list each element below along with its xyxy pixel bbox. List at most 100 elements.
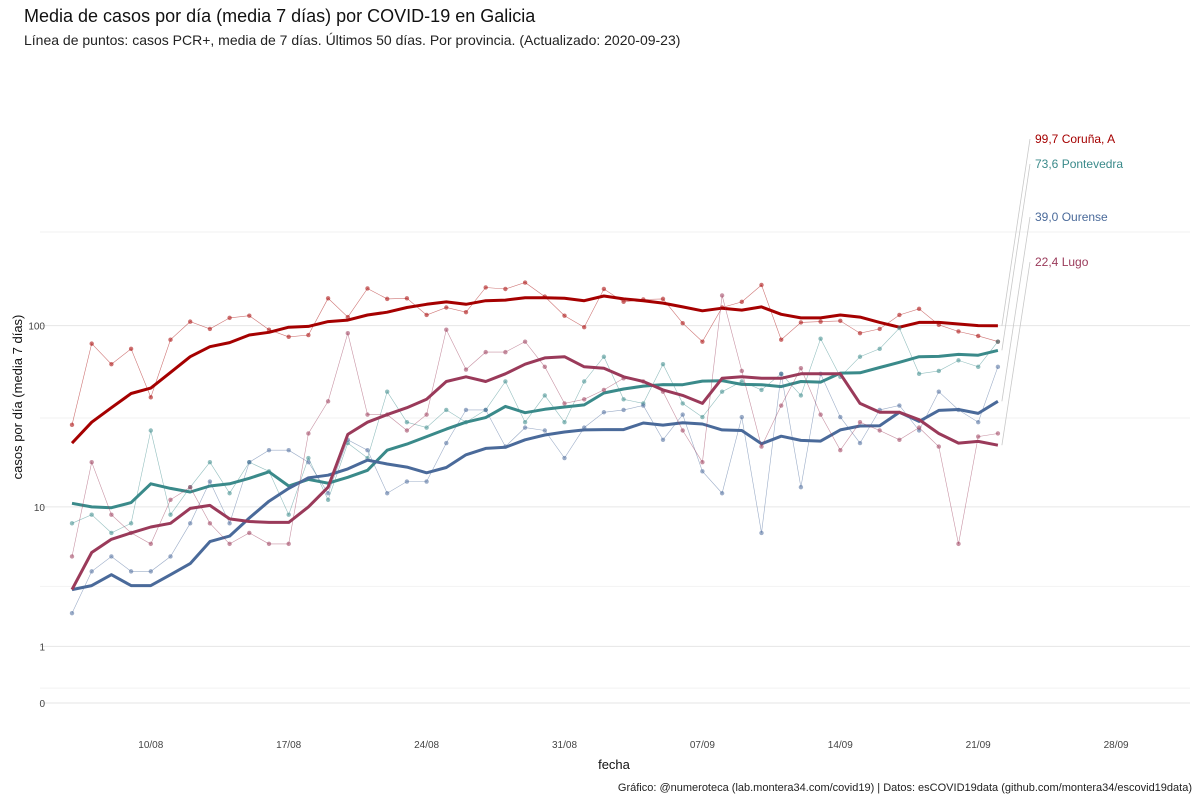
data-point: [424, 412, 429, 417]
data-point: [503, 349, 508, 355]
y-axis-title: casos por día (media 7 días): [10, 315, 25, 480]
data-point: [404, 479, 410, 484]
data-point: [109, 530, 114, 536]
label-connector: [1001, 261, 1031, 446]
data-point: [385, 491, 390, 496]
x-axis-ticks: 10/08 17/08 24/08 31/08 07/09 14/09 21/09 28/09: [138, 740, 1129, 751]
data-point: [897, 325, 902, 331]
data-point: [562, 419, 567, 425]
data-point: [365, 286, 370, 291]
data-point: [109, 512, 114, 517]
chart-caption: Gráfico: @numeroteca (lab.montera34.com/…: [617, 782, 1192, 794]
data-point: [404, 419, 410, 425]
data-point: [207, 521, 213, 526]
data-point: [995, 431, 1001, 436]
data-point: [483, 407, 488, 413]
data-point: [444, 327, 449, 332]
data-point: [976, 419, 981, 425]
data-point: [188, 319, 193, 324]
x-tick-label: 28/09: [1104, 740, 1129, 751]
y-axis-ticks: 0 1 10 100: [28, 322, 45, 710]
data-point: [266, 448, 272, 453]
data-point: [168, 512, 173, 517]
data-point: [444, 440, 449, 446]
data-point: [897, 437, 902, 442]
data-point: [483, 349, 488, 355]
data-point: [168, 337, 173, 342]
data-point: [601, 410, 607, 415]
x-tick-label: 10/08: [138, 740, 163, 751]
data-point: [306, 455, 311, 461]
data-point: [69, 521, 75, 526]
data-point: [956, 329, 961, 334]
series-end-label: 99,7 Coruña, A: [1035, 132, 1115, 146]
data-point: [601, 286, 607, 292]
label-connector: [1001, 216, 1031, 402]
raw-line: [71, 295, 998, 557]
data-point: [207, 479, 213, 484]
end-value: 73,6: [1035, 157, 1062, 171]
data-point: [601, 354, 607, 359]
data-point: [365, 412, 370, 417]
y-tick-label: 100: [28, 322, 45, 333]
data-point: [325, 497, 331, 502]
avg-line: [70, 294, 998, 445]
data-point: [995, 364, 1001, 370]
data-point: [936, 368, 941, 374]
data-point: [660, 296, 666, 302]
data-point: [188, 484, 193, 490]
data-point: [818, 412, 823, 417]
data-point: [700, 414, 705, 420]
data-point: [700, 339, 705, 344]
chart-subtitle: Línea de puntos: casos PCR+, media de 7 …: [24, 32, 681, 48]
x-tick-label: 21/09: [966, 740, 991, 751]
data-point: [128, 521, 134, 526]
x-axis-title: fecha: [598, 757, 631, 772]
data-point: [936, 444, 941, 449]
avg-line: [70, 355, 999, 591]
data-point: [89, 569, 94, 574]
data-point: [621, 407, 626, 413]
data-point: [956, 541, 961, 547]
data-point: [227, 491, 232, 496]
data-point: [660, 361, 666, 367]
data-point: [719, 293, 725, 298]
data-point: [877, 428, 882, 433]
data-point: [857, 440, 863, 446]
data-point: [680, 401, 685, 406]
data-point: [148, 569, 153, 574]
data-point: [857, 419, 863, 425]
series-layer: [69, 280, 1001, 616]
data-point: [424, 312, 429, 318]
data-point: [719, 491, 725, 496]
data-point: [621, 299, 626, 305]
data-point: [976, 333, 981, 339]
data-point: [779, 337, 784, 342]
data-point: [522, 425, 528, 430]
data-point: [227, 315, 232, 321]
data-point: [759, 282, 764, 288]
data-point: [759, 444, 764, 449]
data-point: [69, 554, 75, 559]
data-point: [739, 414, 744, 420]
grid-lines: [40, 231, 1190, 704]
data-point: [739, 299, 744, 305]
data-point: [345, 314, 350, 320]
data-point: [680, 428, 685, 433]
x-tick-label: 24/08: [414, 740, 439, 751]
data-point: [463, 309, 469, 315]
data-point: [463, 367, 469, 372]
data-point: [976, 364, 981, 370]
data-point: [779, 403, 784, 408]
data-point: [995, 339, 1001, 344]
x-tick-label: 31/08: [552, 740, 577, 751]
data-point: [916, 371, 922, 377]
data-point: [503, 286, 508, 292]
data-point: [168, 554, 173, 559]
data-point: [956, 358, 961, 363]
data-point: [897, 403, 902, 408]
data-point: [877, 346, 882, 352]
data-point: [463, 407, 469, 413]
data-point: [385, 296, 390, 302]
